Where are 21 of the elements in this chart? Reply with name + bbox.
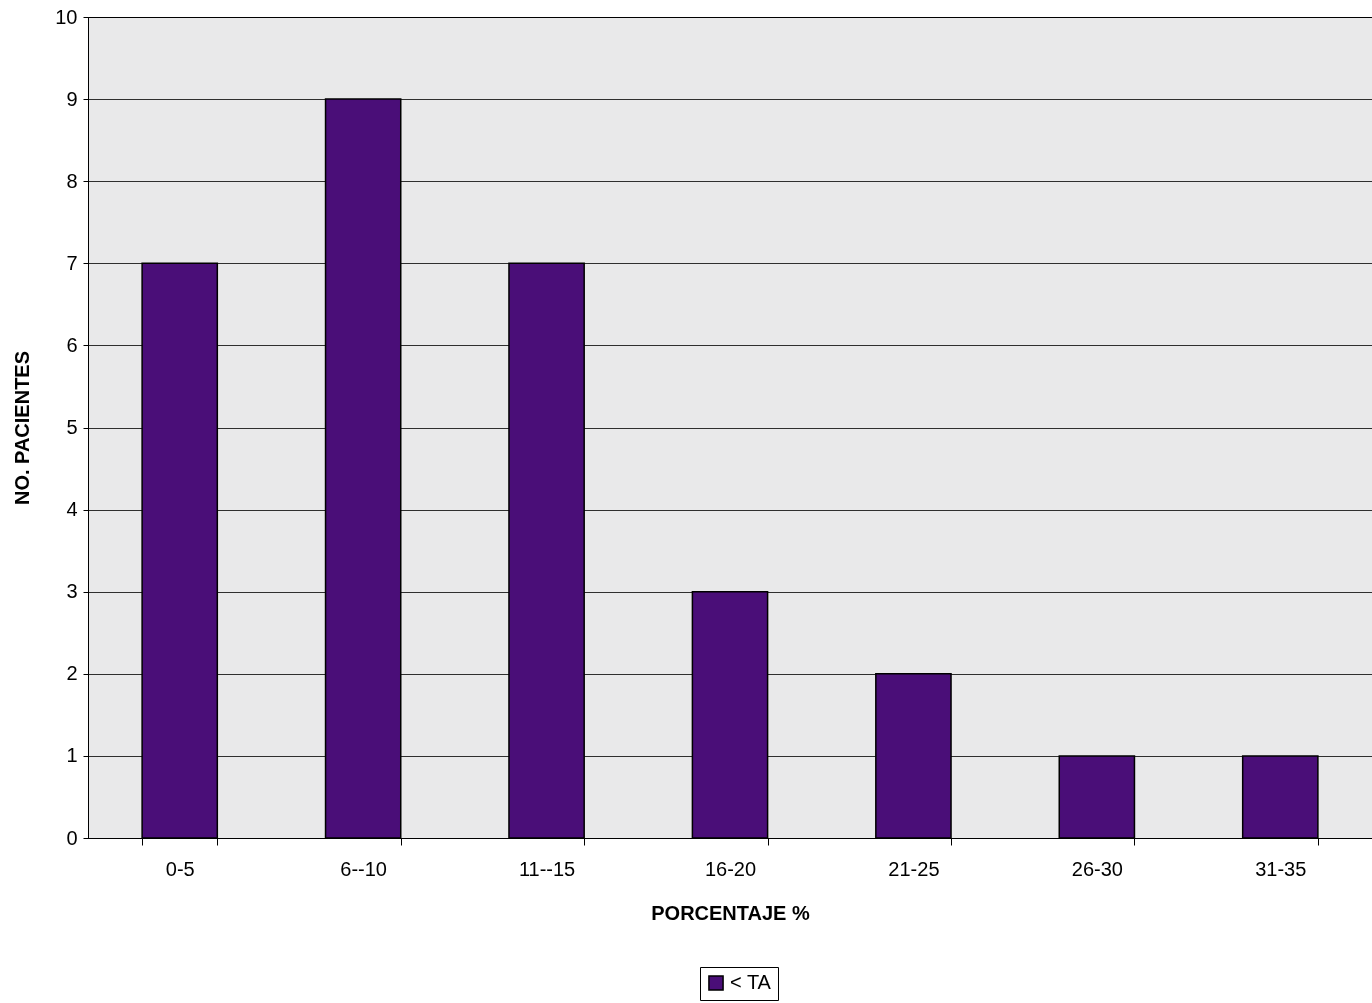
x-tick-label: 26-30 <box>1071 857 1123 880</box>
x-tick-label: 31-35 <box>1255 857 1307 880</box>
x-tick-label: 6--10 <box>340 857 387 880</box>
y-tick-label: 8 <box>66 169 78 192</box>
legend-label: < TA <box>730 971 772 993</box>
y-tick-label: 9 <box>66 87 78 110</box>
y-tick-label: 0 <box>66 826 78 849</box>
y-tick-label: 1 <box>66 744 78 767</box>
y-tick-label: 4 <box>66 498 78 521</box>
x-tick-label: 16-20 <box>704 857 757 880</box>
x-tick-label: 11--15 <box>518 857 576 880</box>
y-tick-label: 2 <box>66 662 78 685</box>
x-axis-title: PORCENTAJE % <box>651 901 810 924</box>
y-tick-label: 5 <box>66 416 78 438</box>
y-tick-label: 7 <box>66 251 78 274</box>
y-tick-label: 3 <box>66 580 78 603</box>
y-tick-label: 6 <box>66 333 78 356</box>
y-axis-title: NO. PACIENTES <box>11 350 34 506</box>
x-tick-label: 21-25 <box>888 857 940 880</box>
y-tick-label: 10 <box>55 5 78 28</box>
x-tick-label: 0-5 <box>165 857 195 880</box>
